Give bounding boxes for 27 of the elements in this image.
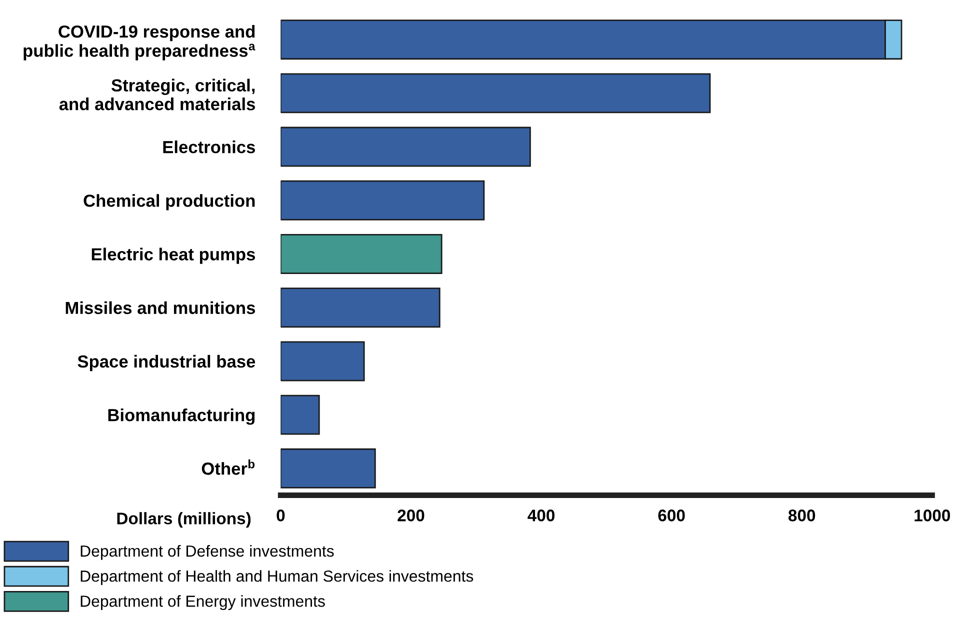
bar — [280, 288, 440, 328]
y-tick-label: Biomanufacturing — [108, 408, 255, 425]
bar — [280, 126, 531, 167]
bar — [280, 234, 442, 274]
x-tick-label: 600 — [658, 510, 685, 522]
x-tick-label: 1000 — [914, 510, 950, 522]
legend-label: Department of Energy investments — [80, 595, 325, 610]
x-tick-label: 0 — [276, 510, 285, 522]
y-tick-label: Space industrial base — [78, 354, 256, 372]
legend-label: Department of Defense investments — [80, 544, 334, 560]
y-tick-label: Electronics — [163, 140, 255, 154]
x-tick-label: 800 — [788, 510, 816, 522]
y-tick-label: Chemical production — [84, 194, 255, 210]
bar — [280, 394, 320, 435]
bar — [280, 73, 711, 114]
x-tick-label: 200 — [398, 510, 424, 522]
bar — [280, 341, 365, 382]
y-tick-label: Other$^{b}$ — [202, 459, 255, 475]
y-tick-label: Electric heat pumps — [92, 248, 255, 264]
bar — [280, 448, 376, 488]
x-axis-title: Dollars (millions) — [117, 512, 251, 528]
x-tick-label: 400 — [528, 510, 554, 522]
y-tick-label: Strategic, critical, and advanced materials — [59, 78, 255, 110]
y-tick-label: COVID-19 response and public health preparedness$^{a}$ — [24, 24, 256, 60]
bar — [280, 180, 485, 220]
legend-label: Department of Health and Human Services investments — [80, 570, 474, 585]
y-tick-label: Missiles and munitions — [66, 301, 255, 314]
